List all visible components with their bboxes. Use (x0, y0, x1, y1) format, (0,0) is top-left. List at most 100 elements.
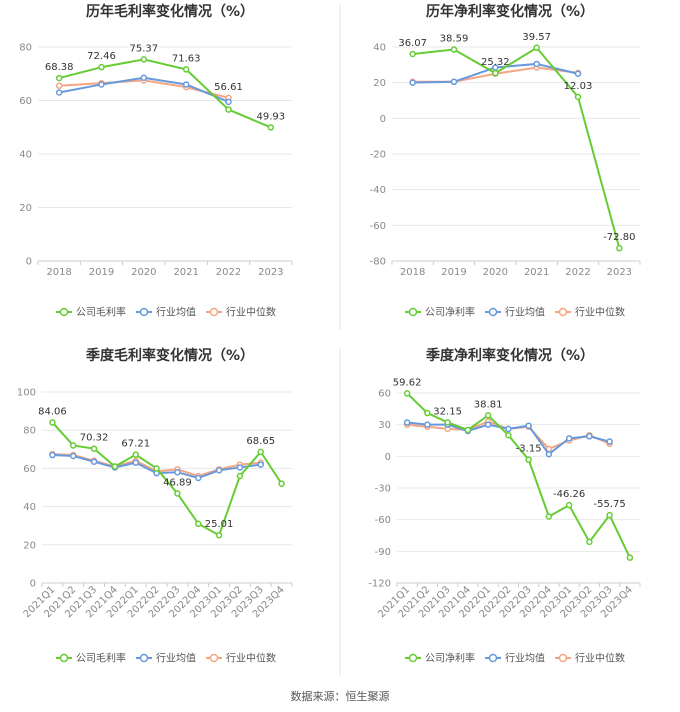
data-point (132, 459, 139, 466)
legend-swatch-marker (139, 307, 149, 317)
data-point (409, 50, 416, 58)
data-label: 25.32 (481, 57, 510, 68)
data-point (140, 56, 148, 63)
data-point (215, 467, 223, 474)
data-point (278, 480, 285, 487)
data-point (606, 511, 613, 519)
data-point (195, 474, 202, 482)
data-point (174, 490, 181, 497)
data-point (140, 74, 148, 82)
chart-legend: 公司净利率 行业均值 行业中位数 (405, 652, 625, 665)
legend-swatch-marker (558, 653, 568, 663)
data-label: 71.63 (172, 53, 201, 64)
series-line-company (51, 421, 283, 537)
y-tick-label: 60 (378, 389, 391, 400)
x-tick-label: 2022 (216, 267, 241, 278)
y-tick-label: 20 (373, 78, 386, 89)
legend-swatch-marker (59, 307, 69, 317)
x-tick-label: 2023 (607, 267, 632, 278)
data-point (424, 409, 431, 417)
data-point (424, 421, 431, 428)
legend-swatch-marker (139, 653, 149, 663)
data-point (533, 44, 540, 52)
legend-label: 行业均值 (505, 652, 545, 665)
chart-title: 历年净利率变化情况（%） (426, 3, 594, 20)
data-point (55, 89, 63, 96)
data-label: 84.06 (38, 406, 67, 417)
data-point (182, 81, 190, 88)
x-tick-label: 2023 (258, 267, 283, 278)
data-point (484, 412, 492, 419)
data-point (257, 461, 264, 468)
y-tick-label: 0 (30, 579, 36, 590)
data-point (409, 79, 416, 86)
data-point (98, 81, 105, 88)
data-point (403, 419, 411, 426)
data-source-note: 数据来源：恒生聚源 (290, 690, 390, 703)
legend-label: 行业均值 (505, 306, 545, 319)
y-tick-label: -120 (368, 579, 391, 590)
y-tick-label: 20 (23, 540, 36, 551)
chart-legend: 公司净利率 行业均值 行业中位数 (405, 306, 625, 319)
x-tick-label: 2021 (524, 267, 549, 278)
data-point (450, 46, 458, 53)
x-tick-label: 2019 (89, 267, 114, 278)
legend-label: 行业中位数 (575, 652, 625, 665)
y-tick-label: 0 (380, 114, 386, 125)
data-point (98, 63, 105, 71)
y-tick-label: 30 (378, 420, 391, 431)
data-point (70, 442, 77, 449)
y-tick-label: -80 (370, 257, 386, 268)
chart-panel-4: 季度净利率变化情况（%）-120-90-60-30030602021Q12021… (368, 347, 641, 665)
x-tick-label: 2018 (46, 267, 71, 278)
y-tick-label: -90 (375, 547, 391, 558)
data-point (574, 93, 582, 101)
data-point (236, 472, 244, 480)
data-point (70, 452, 77, 460)
legend-swatch-marker (488, 653, 498, 663)
legend-swatch-marker (209, 307, 219, 317)
legend-label: 行业中位数 (575, 306, 625, 319)
data-point (574, 70, 582, 77)
series-line-company (58, 58, 272, 129)
series-line-company (412, 46, 621, 249)
y-tick-label: 0 (26, 257, 32, 268)
data-point (55, 74, 63, 82)
data-point (484, 421, 492, 428)
y-tick-label: -30 (375, 484, 391, 495)
series-line-company (406, 392, 631, 559)
x-tick-label: 2021 (173, 267, 198, 278)
y-tick-label: 40 (23, 502, 36, 513)
data-point (616, 244, 623, 252)
y-tick-label: -60 (375, 515, 391, 526)
data-label: 75.37 (130, 43, 159, 54)
data-label: 59.62 (393, 377, 422, 388)
legend-label: 公司净利率 (425, 652, 475, 665)
data-label: 46.89 (163, 477, 192, 488)
legend-swatch-marker (488, 307, 498, 317)
data-label: 70.32 (80, 433, 109, 444)
chart-title: 历年毛利率变化情况（%） (86, 3, 254, 20)
data-label: -55.75 (594, 499, 626, 510)
data-point (111, 463, 119, 470)
data-label: 49.93 (257, 111, 286, 122)
legend-label: 行业均值 (156, 652, 196, 665)
x-tick-label: 2020 (131, 267, 156, 278)
legend-swatch-marker (408, 307, 418, 317)
data-point (545, 450, 553, 458)
y-tick-label: -60 (370, 221, 386, 232)
data-point (450, 78, 458, 86)
data-label: 56.61 (214, 82, 243, 93)
data-point (586, 538, 593, 546)
y-tick-label: 40 (373, 43, 386, 54)
y-tick-label: -40 (370, 185, 386, 196)
data-label: 67.21 (121, 439, 150, 450)
data-point (225, 106, 232, 113)
legend-label: 行业中位数 (226, 652, 276, 665)
legend-swatch-marker (408, 653, 418, 663)
data-point (444, 419, 451, 426)
data-point (174, 468, 181, 476)
data-point (464, 426, 472, 434)
y-tick-label: 60 (23, 464, 36, 475)
chart-legend: 公司毛利率 行业均值 行业中位数 (56, 652, 276, 665)
